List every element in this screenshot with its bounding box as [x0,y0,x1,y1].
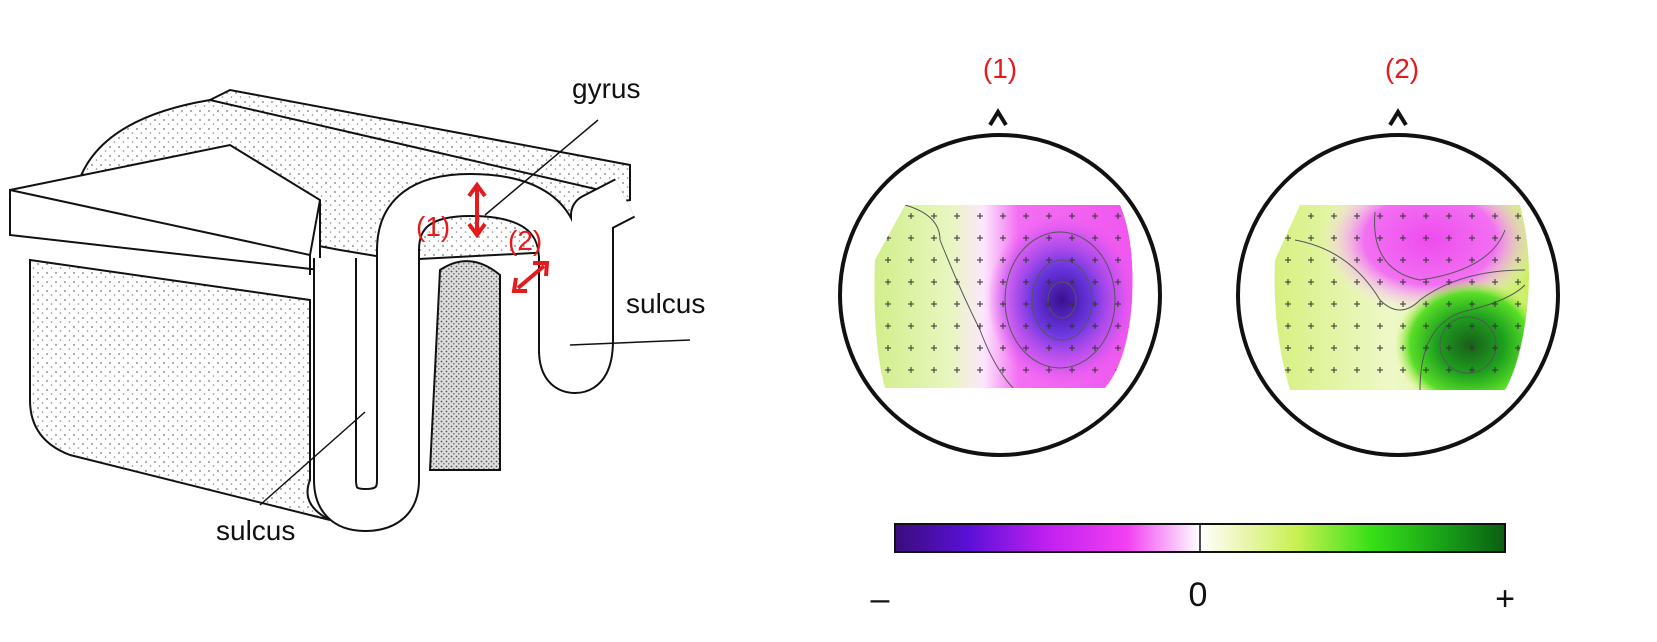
topomap-title: (2) [1385,53,1419,84]
sulcus-label: sulcus [216,515,295,546]
topomap [840,112,1160,455]
colorbar-min-label: – [871,580,890,618]
cortex-drawing [10,90,690,520]
arrow-label: (1) [416,211,450,242]
figure: gyrus sulcus sulcus (1) (2) (1) [0,0,1657,642]
arrow-label: (2) [508,225,542,256]
colorbar-max-label: + [1495,580,1515,618]
gyrus-label: gyrus [572,73,640,104]
topomap [1238,112,1558,455]
topomap-title: (1) [983,53,1017,84]
sulcus-label: sulcus [626,288,705,319]
colorbar-mid-label: 0 [1189,576,1208,614]
